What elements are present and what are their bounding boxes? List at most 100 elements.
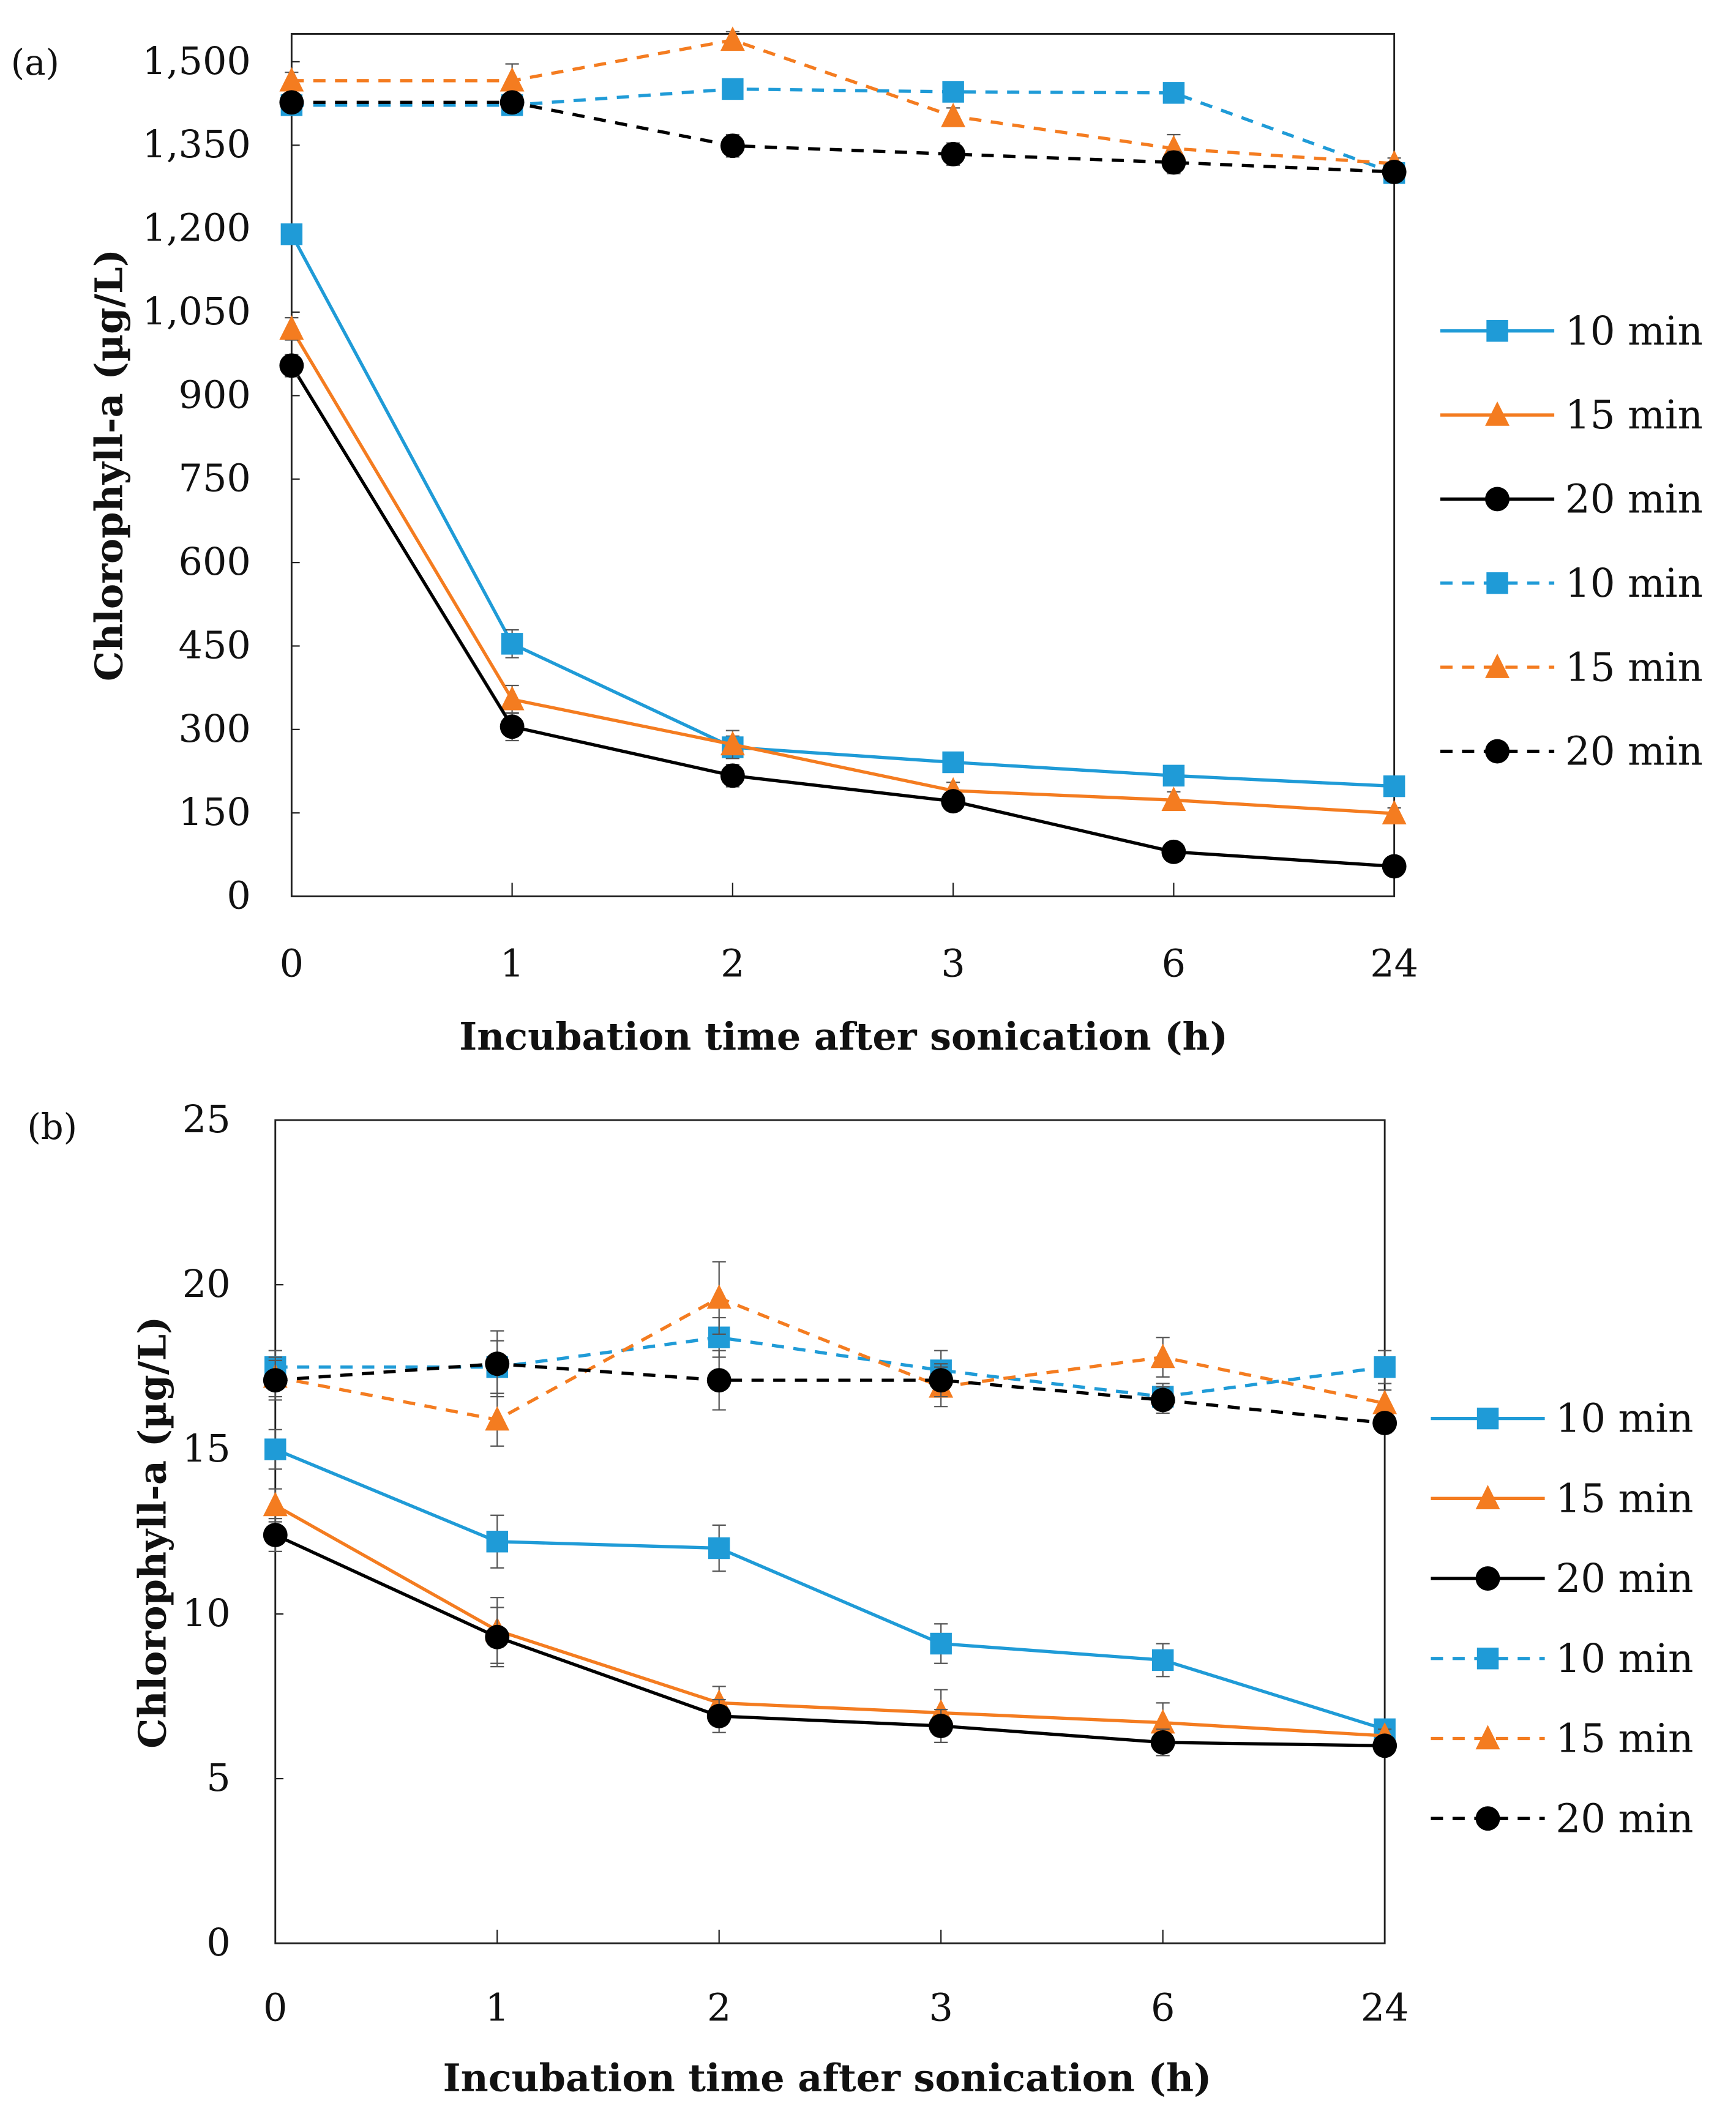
x-axis-title-a: Incubation time after sonication (h) bbox=[459, 1014, 1228, 1059]
data-point bbox=[1161, 150, 1186, 175]
data-point bbox=[1162, 82, 1185, 104]
legend-label: 20 min bbox=[1555, 1796, 1693, 1842]
series-line bbox=[275, 1362, 1385, 1425]
data-point bbox=[279, 353, 304, 378]
plot-area-a bbox=[290, 33, 1396, 898]
legend-marker bbox=[1475, 1485, 1500, 1510]
data-point bbox=[720, 133, 745, 159]
legend-marker bbox=[1475, 1806, 1500, 1831]
data-point bbox=[1383, 775, 1405, 797]
data-point bbox=[1372, 1389, 1397, 1414]
data-point bbox=[1382, 854, 1407, 879]
y-tick-label-b: 25 bbox=[182, 1097, 231, 1141]
series-line bbox=[291, 87, 1395, 175]
legend-entry: 10 min bbox=[1440, 561, 1703, 607]
data-point bbox=[279, 67, 304, 92]
legend-label: 10 min bbox=[1555, 1396, 1693, 1442]
series-b-solid-15min bbox=[263, 1488, 1397, 1747]
legend-marker bbox=[1475, 1725, 1500, 1750]
x-tick-label-b: 6 bbox=[1151, 1985, 1175, 2030]
y-tick-label-a: 450 bbox=[179, 622, 251, 667]
legend-entry: 10 min bbox=[1440, 308, 1703, 354]
data-point bbox=[708, 1537, 730, 1559]
y-tick-label-a: 900 bbox=[179, 372, 251, 417]
legend-marker bbox=[1486, 572, 1508, 594]
series-a-solid-20min bbox=[279, 353, 1407, 879]
legend-label: 10 min bbox=[1565, 308, 1703, 354]
legend-entry: 15 min bbox=[1440, 392, 1703, 438]
x-tick-label-b: 2 bbox=[707, 1985, 731, 2030]
data-point bbox=[499, 685, 525, 711]
legend-label: 15 min bbox=[1555, 1476, 1693, 1522]
data-point bbox=[941, 789, 966, 814]
legend-label: 10 min bbox=[1565, 561, 1703, 607]
legend-marker bbox=[1475, 1566, 1500, 1591]
y-tick-label-a: 1,050 bbox=[142, 289, 251, 334]
data-point bbox=[485, 1351, 510, 1376]
series-b-dashed-20min bbox=[263, 1330, 1397, 1436]
data-point bbox=[929, 1368, 954, 1393]
plot-area-b bbox=[274, 1119, 1386, 1944]
data-point bbox=[930, 1632, 952, 1655]
legend-marker bbox=[1476, 1648, 1499, 1670]
legend-entry: 20 min bbox=[1440, 729, 1703, 775]
chart-b: (b) Incubation time after sonication (h)… bbox=[27, 1097, 1693, 2100]
data-point bbox=[1150, 1343, 1175, 1369]
y-tick-label-b: 20 bbox=[182, 1261, 231, 1306]
legend-entry: 15 min bbox=[1431, 1716, 1693, 1762]
series-line bbox=[274, 1447, 1385, 1731]
legend-marker bbox=[1486, 319, 1508, 342]
legend-entry: 20 min bbox=[1431, 1796, 1693, 1842]
x-tick-label-b: 24 bbox=[1361, 1985, 1409, 2030]
data-point bbox=[941, 102, 966, 127]
x-tick-label-a: 3 bbox=[941, 941, 965, 985]
y-tick-label-a: 750 bbox=[179, 456, 251, 501]
data-point bbox=[499, 67, 525, 92]
series-line bbox=[290, 364, 1394, 868]
x-tick-label-a: 2 bbox=[720, 941, 744, 985]
legend-label: 20 min bbox=[1565, 729, 1703, 775]
legend-label: 20 min bbox=[1565, 477, 1703, 523]
data-point bbox=[263, 1523, 288, 1547]
data-point bbox=[706, 1284, 731, 1309]
x-axis-title-b: Incubation time after sonication (h) bbox=[443, 2056, 1212, 2101]
y-tick-label-b: 15 bbox=[182, 1426, 231, 1471]
series-b-solid-20min bbox=[263, 1517, 1397, 1758]
data-point bbox=[264, 1438, 286, 1460]
legend-label: 10 min bbox=[1555, 1636, 1693, 1682]
legend-label: 15 min bbox=[1565, 392, 1703, 438]
y-axis-title-b: Chlorophyll-a (µg/L) bbox=[130, 1316, 174, 1749]
data-point bbox=[706, 1368, 731, 1393]
x-tick-label-a: 1 bbox=[500, 941, 524, 985]
y-tick-label-b: 5 bbox=[206, 1755, 230, 1800]
series-line bbox=[290, 233, 1394, 788]
series-b-dashed-15min bbox=[263, 1261, 1397, 1447]
data-point bbox=[720, 26, 745, 51]
data-point bbox=[1372, 1411, 1397, 1436]
data-point bbox=[929, 1714, 954, 1738]
series-b-solid-10min bbox=[264, 1428, 1396, 1741]
legend-label: 15 min bbox=[1565, 644, 1703, 690]
x-tick-label-b: 3 bbox=[929, 1985, 952, 2030]
data-point bbox=[1151, 1649, 1174, 1671]
data-point bbox=[499, 714, 525, 739]
y-tick-label-b: 10 bbox=[182, 1591, 231, 1635]
legend-label: 20 min bbox=[1555, 1556, 1693, 1602]
series-a-dashed-10min bbox=[280, 78, 1405, 184]
series-line bbox=[274, 1533, 1385, 1747]
y-tick-label-a: 600 bbox=[179, 539, 251, 584]
data-point bbox=[942, 81, 964, 103]
series-a-dashed-20min bbox=[279, 90, 1407, 184]
y-axis-title-a: Chlorophyll-a (µg/L) bbox=[86, 249, 131, 681]
series-line bbox=[291, 38, 1394, 165]
data-point bbox=[720, 731, 745, 756]
legend-entry: 10 min bbox=[1431, 1636, 1693, 1682]
series-line bbox=[275, 1296, 1385, 1422]
x-tick-label-b: 0 bbox=[263, 1985, 287, 2030]
legend-marker bbox=[1476, 1407, 1499, 1430]
data-point bbox=[499, 90, 525, 115]
legend-entry: 20 min bbox=[1440, 477, 1703, 523]
panel-label-a: (a) bbox=[11, 42, 59, 83]
data-point bbox=[1150, 1730, 1175, 1755]
data-point bbox=[706, 1703, 731, 1728]
